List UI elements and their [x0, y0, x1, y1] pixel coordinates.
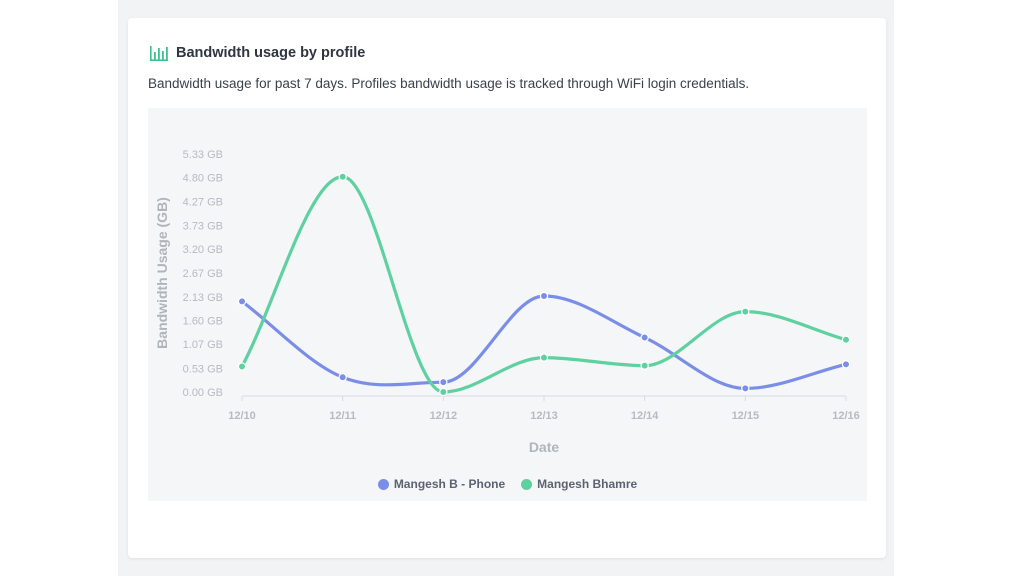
x-tick-label: 12/11: [329, 410, 356, 422]
data-point-phone[interactable]: [741, 384, 750, 393]
data-point-phone[interactable]: [539, 291, 549, 301]
x-tick-label: 12/15: [732, 410, 760, 422]
legend-label-phone: Mangesh B - Phone: [393, 477, 506, 491]
data-point-phone[interactable]: [237, 297, 247, 306]
chart-panel: 0.00 GB 0.53 GB 1.07 GB 1.60 GB 2.13 GB 2.67 …: [148, 108, 867, 501]
data-point-bhamre[interactable]: [741, 307, 750, 316]
bar-chart-icon: [150, 46, 168, 61]
data-point-phone[interactable]: [338, 373, 347, 382]
legend-item-bhamre[interactable]: Mangesh Bhamre: [521, 477, 637, 491]
y-tick-label: 2.67 GB: [183, 268, 223, 280]
data-point-phone[interactable]: [841, 360, 851, 369]
series-line-phone: [240, 294, 848, 391]
y-tick-label: 4.80 GB: [183, 173, 223, 185]
card-header: Bandwidth usage by profile: [149, 43, 365, 63]
data-point-phone[interactable]: [439, 377, 448, 387]
bandwidth-card: Bandwidth usage by profile Bandwidth usa…: [128, 18, 886, 558]
x-tick-label: 12/14: [631, 410, 659, 422]
legend-dot-phone: [377, 478, 389, 490]
y-tick-label: 1.07 GB: [183, 339, 223, 351]
x-tick-label: 12/13: [530, 410, 558, 422]
y-tick-label: 1.60 GB: [183, 316, 223, 328]
data-point-phone[interactable]: [640, 333, 649, 342]
x-axis-title: Date: [529, 439, 560, 455]
line-chart: 0.00 GB 0.53 GB 1.07 GB 1.60 GB 2.13 GB 2.67 …: [154, 149, 860, 455]
y-tick-label: 3.73 GB: [183, 220, 223, 232]
legend-label-bhamre: Mangesh Bhamre: [537, 477, 638, 491]
data-point-bhamre[interactable]: [237, 362, 247, 371]
x-tick-label: 12/10: [228, 410, 256, 422]
data-point-bhamre[interactable]: [439, 387, 448, 397]
y-tick-label: 0.53 GB: [183, 363, 223, 375]
x-tick-label: 12/12: [430, 410, 458, 422]
legend-dot-bhamre: [521, 478, 533, 490]
legend-item-phone[interactable]: Mangesh B - Phone: [377, 477, 506, 491]
card-title: Bandwidth usage by profile: [176, 45, 366, 61]
y-tick-label: 2.13 GB: [183, 292, 223, 304]
card-description: Bandwidth usage for past 7 days. Profile…: [148, 76, 750, 91]
y-tick-label: 3.20 GB: [183, 244, 223, 256]
data-point-bhamre[interactable]: [841, 335, 851, 344]
data-point-bhamre[interactable]: [539, 353, 549, 362]
y-axis-title: Bandwidth Usage (GB): [154, 197, 170, 349]
chart-legend: Mangesh B - Phone Mangesh Bhamre: [148, 477, 867, 491]
series-line-bhamre: [240, 175, 848, 394]
y-tick-label: 4.27 GB: [183, 196, 223, 208]
data-point-bhamre[interactable]: [640, 361, 649, 370]
x-tick-label: 12/16: [832, 410, 860, 422]
y-tick-label: 5.33 GB: [183, 149, 223, 161]
data-point-bhamre[interactable]: [338, 172, 347, 181]
y-tick-label: 0.00 GB: [183, 387, 223, 399]
